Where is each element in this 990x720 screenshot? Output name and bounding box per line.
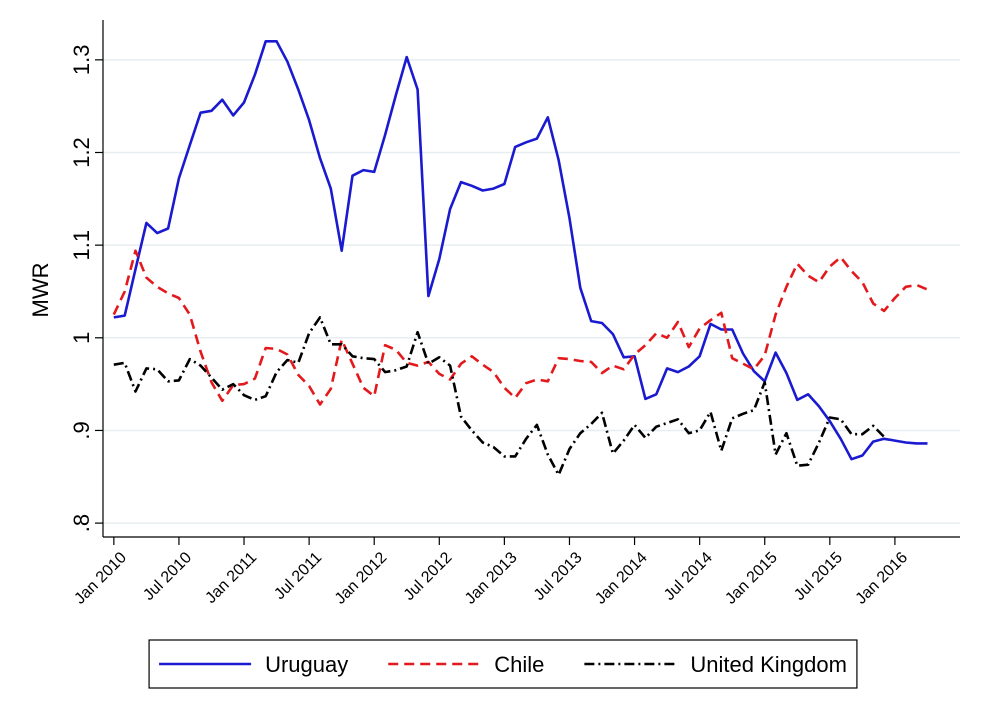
series-line — [113, 40, 928, 461]
legend-box — [148, 639, 858, 689]
legend-label: United Kingdom — [690, 652, 847, 677]
legend: Uruguay Chile United Kingdom — [148, 639, 858, 689]
y-tick-label: .9 — [69, 421, 94, 439]
y-tick-label: 1.3 — [69, 45, 94, 76]
y-tick-label: 1 — [69, 332, 94, 344]
y-axis-title: MWR — [28, 263, 53, 318]
y-tick-label: .8 — [69, 514, 94, 532]
series-line — [112, 249, 929, 406]
legend-label: Chile — [494, 652, 544, 677]
y-tick-label: 1.1 — [69, 230, 94, 261]
series-line — [113, 316, 886, 477]
y-tick-label: 1.2 — [69, 137, 94, 168]
legend-label: Uruguay — [265, 652, 348, 677]
